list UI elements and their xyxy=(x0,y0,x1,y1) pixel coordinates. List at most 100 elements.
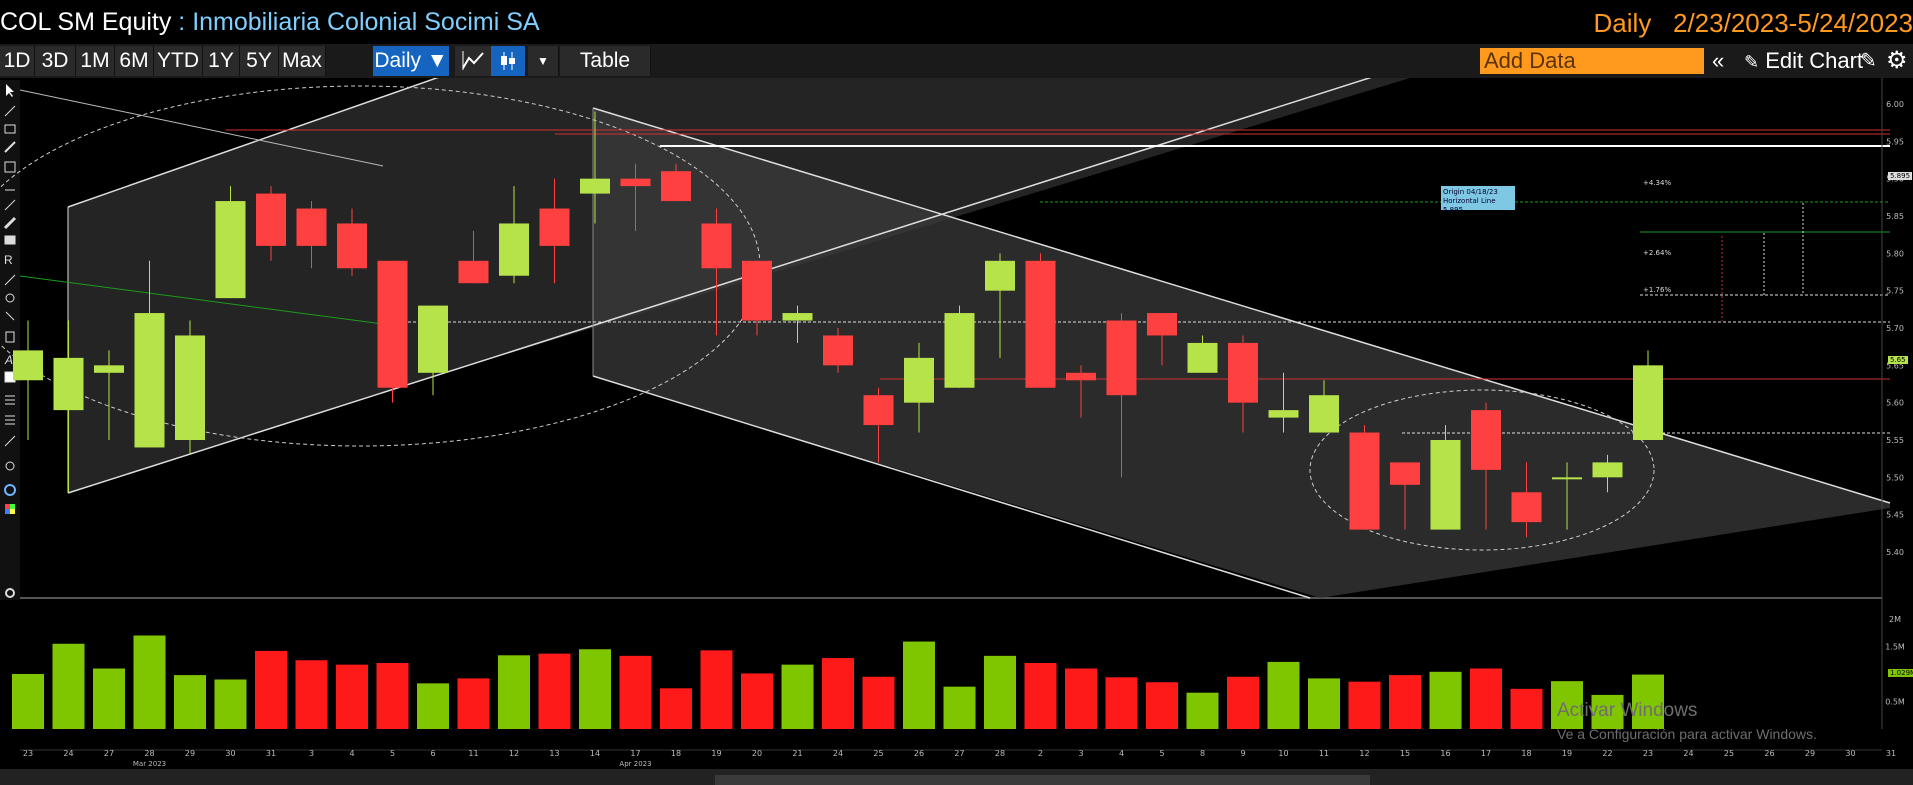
month-label: Mar 2023 xyxy=(133,760,166,768)
period-dropdown[interactable]: Daily ▼ xyxy=(373,46,450,76)
move-icon xyxy=(5,293,15,303)
volume-bar xyxy=(1227,676,1259,729)
volume-bar xyxy=(1348,681,1381,729)
origin-tooltip: Origin 04/18/23 Horizontal Line 5.895 xyxy=(1441,186,1515,214)
x-tick-label: 27 xyxy=(954,749,964,758)
range-ytd-button[interactable]: YTD xyxy=(154,46,203,76)
candle-body xyxy=(458,260,489,284)
y-tick-label: 5.50 xyxy=(1886,473,1904,482)
candle-body xyxy=(1552,477,1582,480)
upward-channel xyxy=(68,78,1410,493)
pencil-icon: ✎ xyxy=(1744,52,1760,72)
x-tick-label: 22 xyxy=(1602,749,1612,758)
right-ellipse xyxy=(1309,389,1655,551)
trash-icon xyxy=(5,331,15,343)
volume-bar xyxy=(214,679,247,729)
candle-body xyxy=(539,208,570,246)
pct-label-1: +4.34% xyxy=(1643,179,1672,187)
volume-bar xyxy=(1551,681,1583,729)
x-tick-label: 11 xyxy=(1319,749,1329,758)
title-bar: COL SM Equity : Inmobiliaria Colonial So… xyxy=(0,0,1913,44)
x-tick-label: 14 xyxy=(590,749,600,758)
x-tick-label: 29 xyxy=(185,749,195,758)
range-max-button[interactable]: Max xyxy=(279,46,326,76)
x-tick-label: 26 xyxy=(1764,749,1774,758)
origin-line: Horizontal Line 5.895 xyxy=(1443,197,1496,214)
volume-bar xyxy=(255,650,287,729)
candle-body xyxy=(215,201,246,299)
volume-bar xyxy=(660,688,692,729)
x-tick-label: 19 xyxy=(1562,749,1572,758)
y-tick-label: 5.40 xyxy=(1886,548,1904,557)
scroll-thumb[interactable] xyxy=(715,775,1370,785)
gear-icon[interactable]: ⚙ xyxy=(1886,47,1908,74)
candle-body xyxy=(1066,372,1096,381)
line-chart-icon[interactable] xyxy=(455,46,492,76)
x-tick-label: 30 xyxy=(1845,749,1855,758)
x-tick-label: 17 xyxy=(1481,749,1491,758)
channel-icon xyxy=(4,161,16,173)
volume-bar xyxy=(1105,677,1138,729)
edit-chart-button[interactable]: ✎ Edit Chart xyxy=(1744,46,1863,76)
text-r-icon: R xyxy=(4,253,13,267)
candle-body xyxy=(1025,260,1056,388)
drawing-tools[interactable]: R A xyxy=(0,80,20,600)
x-tick-label: 25 xyxy=(1724,749,1734,758)
x-tick-label: 31 xyxy=(266,749,276,758)
candle-body xyxy=(175,335,205,440)
x-tick-label: 12 xyxy=(1359,749,1369,758)
x-tick-label: 18 xyxy=(671,749,681,758)
origin-date: Origin 04/18/23 xyxy=(1443,188,1498,196)
candle-body xyxy=(904,357,934,403)
candle-body xyxy=(53,357,84,411)
range-1d-button[interactable]: 1D xyxy=(0,46,35,76)
x-tick-label: 21 xyxy=(792,749,802,758)
volume-bar xyxy=(1389,675,1421,729)
range-5y-button[interactable]: 5Y xyxy=(240,46,279,76)
x-tick-label: 4 xyxy=(349,749,354,758)
range-1m-button[interactable]: 1M xyxy=(76,46,115,76)
volume-bar xyxy=(376,663,409,729)
x-tick-label: 27 xyxy=(104,749,114,758)
add-data-input[interactable]: Add Data xyxy=(1480,48,1704,74)
volume-bar xyxy=(619,655,652,729)
windows-activation-subtitle: Ve a Configuración para activar Windows. xyxy=(1557,726,1817,742)
x-tick-label: 10 xyxy=(1278,749,1288,758)
candle-body xyxy=(13,350,43,381)
range-1y-button[interactable]: 1Y xyxy=(203,46,240,76)
volume-bar xyxy=(133,635,166,729)
security-title[interactable]: COL SM Equity : Inmobiliaria Colonial So… xyxy=(0,8,540,37)
price-chart[interactable]: 5.40 5.45 5.50 5.55 5.60 5.65 5.70 5.75 5.80 5.85… xyxy=(0,78,1913,785)
date-range-label[interactable]: 2/23/2023-5/24/2023 xyxy=(1673,8,1913,38)
candle-body xyxy=(256,193,286,246)
frequency-label: Daily xyxy=(1593,8,1652,38)
y-tick-label: 5.75 xyxy=(1886,287,1904,296)
candlestick-icon[interactable] xyxy=(491,46,526,76)
table-button[interactable]: Table xyxy=(560,46,651,76)
volume-bar xyxy=(538,653,571,729)
collapse-icon[interactable]: « xyxy=(1712,48,1725,73)
y-tick-label: 5.95 xyxy=(1886,137,1904,146)
x-tick-label: 17 xyxy=(630,749,640,758)
pct-label-3: +1.76% xyxy=(1643,286,1672,294)
candle-body xyxy=(823,335,853,366)
chart-type-dropdown-icon[interactable]: ▼ xyxy=(528,46,559,76)
range-3d-button[interactable]: 3D xyxy=(35,46,76,76)
volume-tag: 1.029M xyxy=(1888,669,1913,677)
range-6m-button[interactable]: 6M xyxy=(115,46,154,76)
candle-body xyxy=(863,395,894,426)
candle-body xyxy=(782,313,813,321)
candle-body xyxy=(499,223,529,276)
volume-bar xyxy=(862,676,895,729)
volume-bar xyxy=(741,673,773,729)
edit-chart-label: Edit Chart xyxy=(1765,48,1864,73)
edit-icon[interactable]: ✎ xyxy=(1860,50,1877,72)
x-tick-label: 28 xyxy=(144,749,154,758)
x-tick-label: 23 xyxy=(1643,749,1653,758)
candle-body xyxy=(296,208,327,246)
month-label: Apr 2023 xyxy=(619,760,651,768)
x-tick-label: 12 xyxy=(509,749,519,758)
upchannel-bottom-line xyxy=(67,78,1372,494)
fib-icon xyxy=(4,124,16,134)
x-tick-label: 15 xyxy=(1400,749,1410,758)
